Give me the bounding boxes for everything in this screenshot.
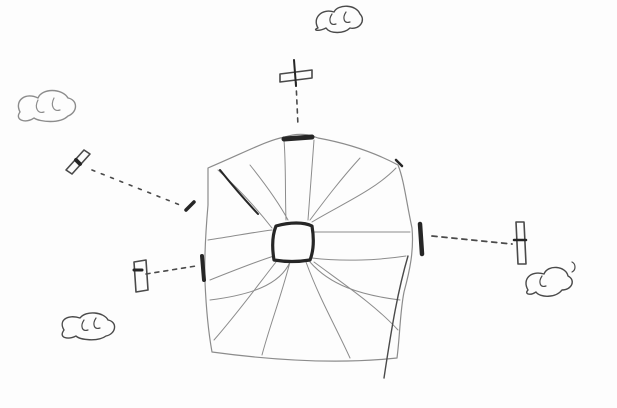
cloud-scribble-lower-left — [61, 312, 116, 341]
device-upper-left — [65, 149, 91, 175]
structure-frame — [204, 133, 414, 362]
left-cap-upper — [184, 200, 196, 212]
cloud-scribble-right — [525, 261, 576, 297]
dashed-line-right — [431, 235, 513, 245]
dashed-line-top — [295, 81, 299, 127]
central-structure — [184, 133, 425, 379]
dashed-line-upper-left — [91, 169, 181, 206]
structure-inner-right — [311, 167, 411, 331]
cloud-scribble-top — [314, 5, 364, 34]
device-lower-left — [132, 259, 149, 293]
right-cap — [417, 221, 425, 257]
corner-mark — [394, 158, 404, 168]
left-cap-lower — [200, 254, 206, 282]
structure-diagonal — [219, 169, 259, 215]
structure-inner-left — [207, 169, 277, 341]
structure-inner-bottom — [209, 261, 401, 359]
central-block — [271, 221, 315, 264]
dashed-line-lower-left — [145, 265, 197, 275]
device-right — [512, 221, 528, 265]
top-cap — [281, 134, 315, 142]
cloud-scribble-upper-left — [17, 89, 77, 123]
structure-right-edge — [383, 255, 409, 379]
dashed-connections — [91, 81, 513, 275]
structure-inner-top — [249, 139, 361, 221]
device-top — [279, 59, 313, 87]
